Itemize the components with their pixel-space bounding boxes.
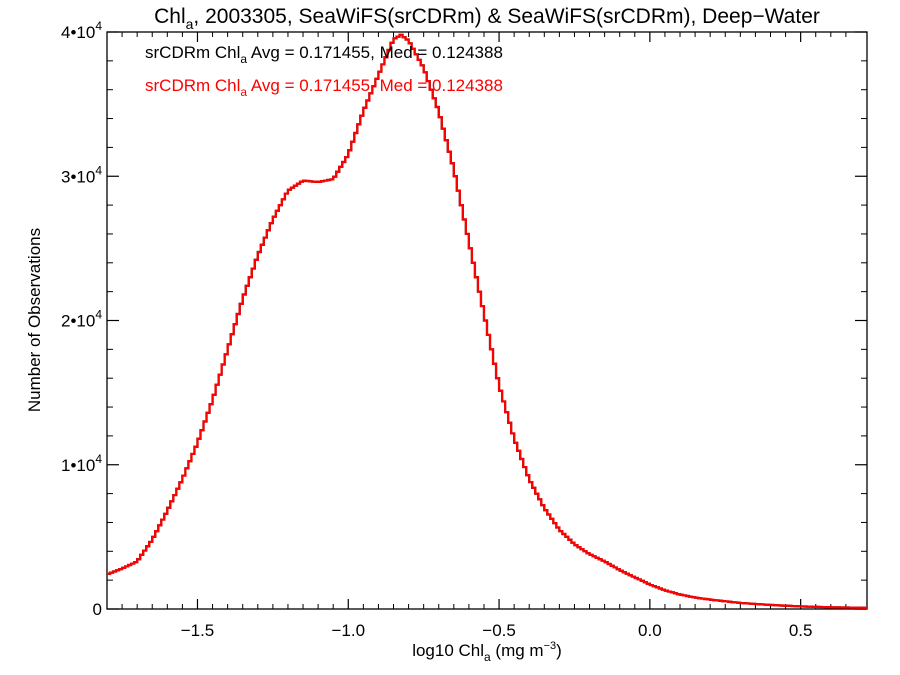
y-tick-label-exponent: 4	[95, 452, 102, 466]
legend-stats-black-suffix: Avg = 0.171455, Med = 0.124388	[247, 43, 503, 62]
y-tick-label-base: 1•10	[61, 456, 95, 475]
y-tick-label-base: 0	[93, 600, 102, 619]
y-axis-label: Number of Observations	[25, 228, 44, 412]
x-tick-label: −0.5	[482, 621, 516, 640]
x-axis-label-subscript: a	[484, 650, 491, 664]
legend-stats-red-subscript: a	[240, 85, 247, 99]
x-axis-label: log10 Chla (mg m−3)	[412, 640, 562, 664]
x-axis-label-prefix: log10 Chl	[412, 641, 484, 660]
x-tick-label: −1.5	[181, 621, 215, 640]
y-tick-label: 2•104	[61, 308, 102, 331]
y-tick-label: 0	[93, 600, 102, 619]
x-tick-label: 0.5	[789, 621, 813, 640]
y-tick-label: 3•104	[61, 163, 102, 186]
y-tick-label-base: 4•10	[61, 23, 95, 42]
series-red-histogram	[107, 33, 867, 609]
y-tick-label-base: 2•10	[61, 312, 95, 331]
y-tick-label-base: 3•10	[61, 167, 95, 186]
y-tick-label-exponent: 4	[95, 308, 102, 322]
x-axis-label-end: )	[556, 641, 562, 660]
x-tick-label: −1.0	[331, 621, 365, 640]
legend-stats-black-prefix: srCDRm Chl	[145, 43, 240, 62]
y-tick-label: 1•104	[61, 452, 102, 475]
chart-title: Chla, 2003305, SeaWiFS(srCDRm) & SeaWiFS…	[154, 5, 820, 32]
legend-stats-red: srCDRm Chla Avg = 0.171455, Med = 0.1243…	[145, 76, 503, 99]
y-tick-label-exponent: 4	[95, 163, 102, 177]
legend-stats-black: srCDRm Chla Avg = 0.171455, Med = 0.1243…	[145, 43, 503, 66]
x-axis-label-mid: (mg m	[491, 641, 544, 660]
chart-title-subscript: a	[186, 16, 194, 32]
y-tick-label: 4•104	[61, 19, 102, 42]
legend-stats-red-suffix: Avg = 0.171455, Med = 0.124388	[247, 76, 503, 95]
x-axis-label-superscript: −3	[544, 640, 557, 652]
chart-title-prefix: Chl	[154, 5, 186, 28]
x-axis: −1.5 −1.0 −0.5 0.0 0.5	[121, 32, 847, 640]
chart-title-suffix: , 2003305, SeaWiFS(srCDRm) & SeaWiFS(srC…	[193, 5, 819, 28]
legend-stats-black-subscript: a	[240, 52, 247, 66]
y-tick-label-exponent: 4	[95, 19, 102, 33]
legend-stats-red-prefix: srCDRm Chl	[145, 76, 240, 95]
x-tick-label: 0.0	[638, 621, 662, 640]
